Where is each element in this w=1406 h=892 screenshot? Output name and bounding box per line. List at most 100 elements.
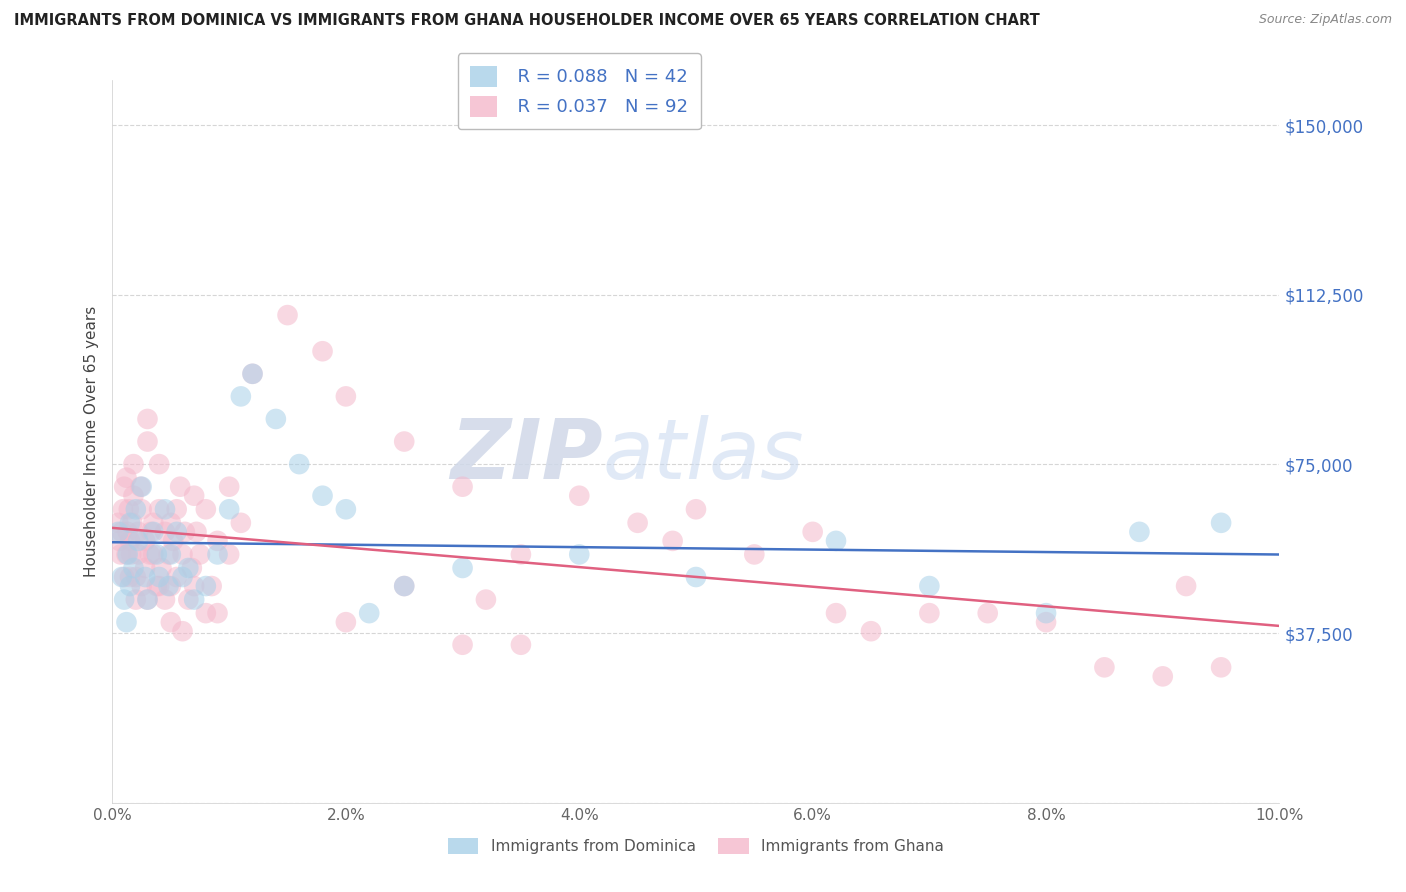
Point [1035,615,1057,630]
Point [115,548,138,562]
Point [153,502,176,516]
Point [359,606,381,620]
Point [1128,524,1150,539]
Point [451,561,474,575]
Point [112,570,135,584]
Point [451,638,474,652]
Point [125,502,148,516]
Point [311,344,333,359]
Point [118,516,141,530]
Point [242,367,264,381]
Point [825,606,848,620]
Point [142,548,165,562]
Point [166,502,188,516]
Point [194,579,217,593]
Point [162,533,184,548]
Point [172,624,194,639]
Point [107,516,129,530]
Point [277,308,299,322]
Point [134,570,156,584]
Point [188,548,211,562]
Point [111,524,134,539]
Point [685,570,707,584]
Point [568,489,591,503]
Point [918,579,941,593]
Point [183,592,205,607]
Point [153,524,176,539]
Point [148,579,170,593]
Point [122,457,145,471]
Point [173,524,195,539]
Y-axis label: Householder Income Over 65 years: Householder Income Over 65 years [83,306,98,577]
Point [148,457,170,471]
Point [509,548,531,562]
Point [118,579,141,593]
Point [136,592,159,607]
Point [139,548,162,562]
Point [661,533,683,548]
Point [177,592,200,607]
Point [207,606,229,620]
Point [134,533,156,548]
Point [166,524,188,539]
Point [125,592,148,607]
Point [131,579,153,593]
Point [207,548,229,562]
Point [160,579,183,593]
Point [218,480,240,494]
Point [451,480,474,494]
Point [394,434,416,449]
Point [146,579,169,593]
Point [860,624,883,639]
Point [115,470,138,484]
Point [121,516,143,530]
Text: ZIP: ZIP [450,416,603,497]
Point [148,570,170,584]
Point [172,570,194,584]
Point [194,502,217,516]
Point [136,434,159,449]
Point [918,606,941,620]
Point [153,592,176,607]
Point [136,592,159,607]
Point [117,548,139,562]
Point [127,548,149,562]
Point [136,412,159,426]
Point [160,548,183,562]
Point [242,367,264,381]
Point [117,524,139,539]
Point [122,489,145,503]
Point [160,516,183,530]
Point [127,524,149,539]
Point [122,561,145,575]
Point [118,502,141,516]
Point [118,570,141,584]
Point [194,606,217,620]
Point [146,548,169,562]
Point [201,579,224,593]
Point [207,533,229,548]
Point [976,606,998,620]
Text: IMMIGRANTS FROM DOMINICA VS IMMIGRANTS FROM GHANA HOUSEHOLDER INCOME OVER 65 YEA: IMMIGRANTS FROM DOMINICA VS IMMIGRANTS F… [14,13,1040,29]
Point [744,548,766,562]
Point [1175,579,1198,593]
Point [134,561,156,575]
Point [264,412,287,426]
Point [160,615,183,630]
Point [177,561,200,575]
Point [509,638,531,652]
Legend: Immigrants from Dominica, Immigrants from Ghana: Immigrants from Dominica, Immigrants fro… [441,832,950,860]
Point [111,502,134,516]
Point [394,579,416,593]
Point [311,489,333,503]
Point [125,570,148,584]
Point [1211,660,1233,674]
Point [229,516,252,530]
Point [107,524,129,539]
Point [131,480,153,494]
Point [475,592,498,607]
Point [129,480,152,494]
Point [108,533,131,548]
Point [142,524,165,539]
Point [183,579,205,593]
